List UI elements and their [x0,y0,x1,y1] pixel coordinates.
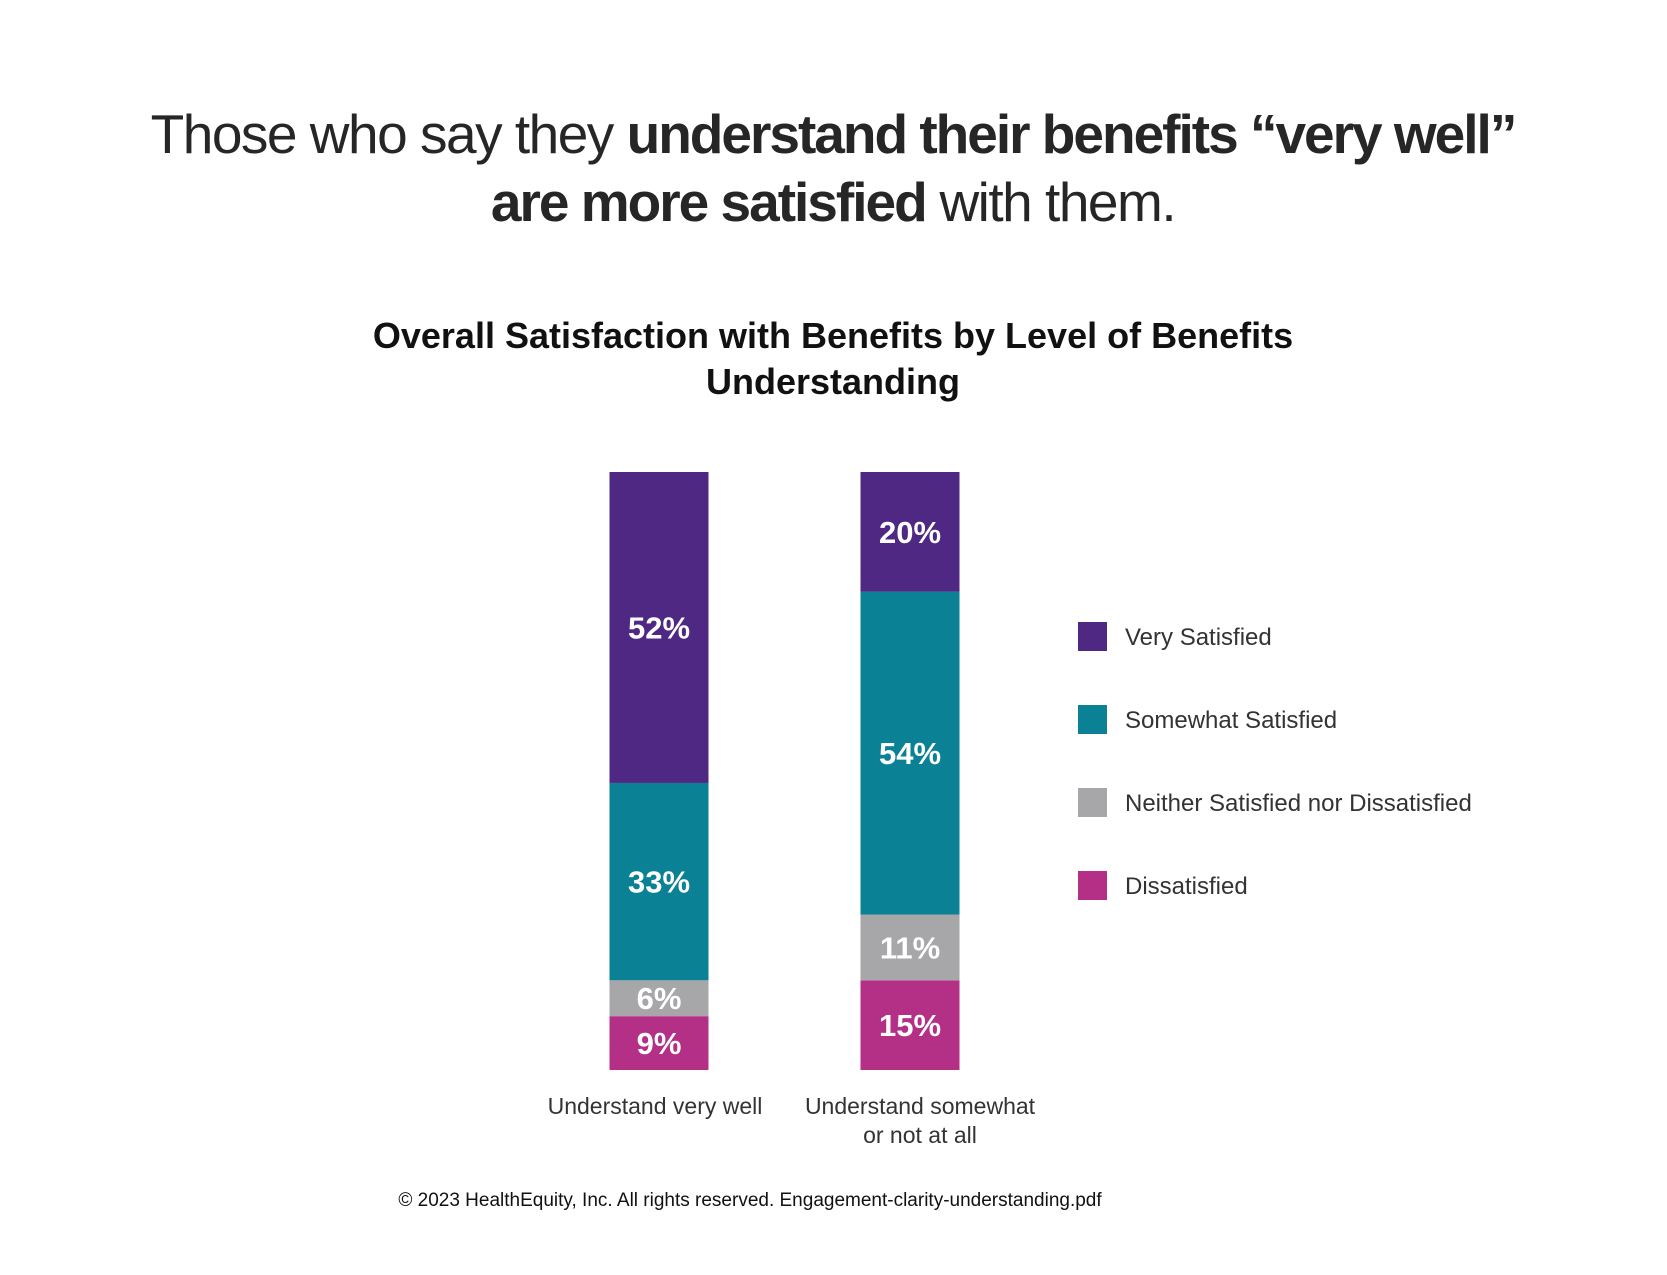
legend-swatch [1078,871,1107,900]
legend-label: Dissatisfied [1125,873,1248,900]
data-label-very-satisfied-2: 20% [879,515,941,550]
data-label-very-satisfied-1: 52% [628,610,690,645]
bar-segment-dissatisfied-1 [609,1016,709,1070]
bar-segment-dissatisfied-2 [860,980,960,1070]
data-label-neither-satisfied-nor-dissatisfied-2: 11% [880,930,940,965]
data-label-neither-satisfied-nor-dissatisfied-1: 6% [637,981,682,1016]
data-label-dissatisfied-2: 15% [879,1008,941,1043]
bar-segment-neither-satisfied-nor-dissatisfied-2 [860,914,960,981]
legend-label: Somewhat Satisfied [1125,707,1338,734]
legend-label: Very Satisfied [1125,624,1272,651]
data-label-somewhat-satisfied-1: 33% [628,865,690,900]
legend-swatch [1078,788,1107,817]
headline: Those who say they understand their bene… [133,100,1533,236]
legend-swatch [1078,705,1107,734]
data-label-somewhat-satisfied-2: 54% [879,736,941,771]
bar-segment-somewhat-satisfied-1 [609,782,709,981]
bar-segment-neither-satisfied-nor-dissatisfied-1 [609,980,709,1017]
chart-title: Overall Satisfaction with Benefits by Le… [372,315,1294,402]
legend-swatch [1078,622,1107,651]
headline-bold-text: understand their benefits “very well” ar… [490,103,1517,233]
data-label-dissatisfied-1: 9% [637,1026,682,1061]
bar-segment-very-satisfied-2 [860,472,960,592]
bar-segment-very-satisfied-1 [609,472,709,783]
category-label-1: Understand very well [548,1093,763,1119]
legend-label: Neither Satisfied nor Dissatisfied [1125,790,1472,817]
copyright-footer: © 2023 HealthEquity, Inc. All rights res… [398,1190,1102,1211]
headline-text-2: with them. [925,171,1176,233]
bar-segment-somewhat-satisfied-2 [860,591,960,915]
headline-text-1: Those who say they [150,103,627,165]
category-label-2: Understand somewhat or not at all [805,1093,1036,1148]
